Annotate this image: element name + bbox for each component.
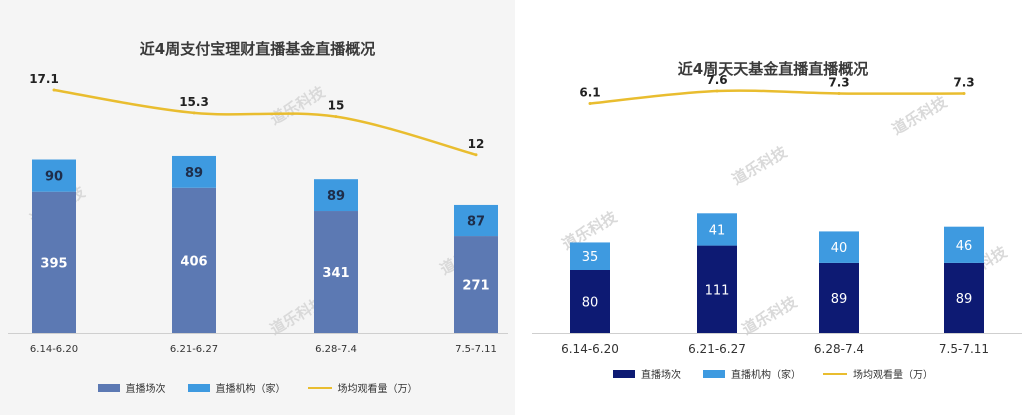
legend-swatch <box>307 386 332 389</box>
line-point-avg-views <box>715 89 719 93</box>
bar-sessions <box>172 187 216 333</box>
bar-sessions <box>944 262 984 333</box>
legend-label: 直播机构（家） <box>215 384 286 395</box>
x-tick-label: 6.14-6.20 <box>561 342 619 356</box>
line-point-avg-views <box>334 115 338 119</box>
chart-panel-tiantian: 近4周天天基金直播直播概况 道乐科技道乐科技道乐科技道乐科技道乐科技80356.… <box>522 0 1024 415</box>
data-label-institutions: 41 <box>709 223 726 238</box>
bar-institutions <box>697 213 737 246</box>
legend-swatch <box>613 369 635 378</box>
bar-institutions <box>314 179 358 212</box>
data-label-sessions: 406 <box>180 254 207 269</box>
watermark-text: 道乐科技 <box>739 292 801 338</box>
legend-item-institutions: 直播机构（家） <box>703 366 801 381</box>
bar-sessions <box>314 211 358 333</box>
chart-title: 近4周天天基金直播直播概况 <box>677 60 869 78</box>
bar-institutions <box>172 155 216 188</box>
legend-label: 直播场次 <box>641 370 681 381</box>
data-label-sessions: 89 <box>956 292 973 307</box>
legend-item-institutions: 直播机构（家） <box>187 380 286 395</box>
legend: 直播场次 直播机构（家） 场均观看量（万） <box>522 366 1024 381</box>
data-label-institutions: 89 <box>185 166 203 181</box>
chart-svg: 道乐科技道乐科技道乐科技道乐科技道乐科技80356.14-6.20111416.… <box>532 73 1022 356</box>
bar-institutions <box>32 159 76 192</box>
data-label-avg-views: 12 <box>468 137 485 151</box>
x-tick-label: 6.28-7.4 <box>814 342 864 356</box>
data-label-sessions: 271 <box>462 279 489 294</box>
bar-institutions <box>454 204 498 237</box>
legend-label: 场均观看量（万） <box>337 384 418 395</box>
data-label-avg-views: 17.1 <box>29 72 59 86</box>
line-point-avg-views <box>588 101 592 105</box>
data-label-sessions: 80 <box>582 296 599 311</box>
x-tick-label: 7.5-7.11 <box>939 342 989 356</box>
bar-sessions <box>570 270 610 333</box>
bar-sessions <box>697 245 737 333</box>
data-label-institutions: 46 <box>956 239 973 254</box>
bar-institutions <box>944 226 984 263</box>
line-avg-views <box>53 88 477 156</box>
data-label-avg-views: 15 <box>328 99 345 113</box>
legend-label: 直播机构（家） <box>731 370 801 381</box>
data-label-sessions: 341 <box>322 266 349 281</box>
legend-swatch <box>823 372 847 375</box>
data-label-institutions: 87 <box>467 215 485 230</box>
x-tick-label: 6.14-6.20 <box>30 344 78 355</box>
legend-item-avg-views: 场均观看量（万） <box>307 380 418 395</box>
legend-item-avg-views: 场均观看量（万） <box>823 366 933 381</box>
watermark-text: 道乐科技 <box>729 142 791 188</box>
line-point-avg-views <box>962 91 966 95</box>
legend-item-sessions: 直播场次 <box>613 366 681 381</box>
data-label-sessions: 111 <box>705 283 730 298</box>
chart-svg: 道乐科技道乐科技道乐科技道乐科技395906.14-6.20406896.21-… <box>8 72 508 355</box>
legend-label: 直播场次 <box>125 384 166 395</box>
data-label-avg-views: 7.3 <box>828 75 849 89</box>
legend-swatch <box>97 383 120 392</box>
legend: 直播场次 直播机构（家） 场均观看量（万） <box>0 380 515 395</box>
legend-swatch <box>703 369 725 378</box>
data-label-sessions: 395 <box>40 256 67 271</box>
data-label-avg-views: 7.3 <box>953 75 974 89</box>
line-point-avg-views <box>52 88 56 92</box>
data-label-institutions: 90 <box>45 170 63 185</box>
bar-sessions <box>32 191 76 333</box>
bar-institutions <box>819 231 859 263</box>
data-label-avg-views: 7.6 <box>706 73 727 87</box>
line-point-avg-views <box>837 91 841 95</box>
x-tick-label: 7.5-7.11 <box>455 344 497 355</box>
data-label-institutions: 40 <box>831 241 848 256</box>
line-point-avg-views <box>192 111 196 115</box>
line-avg-views <box>589 89 965 105</box>
chart-panel-alipay: 近4周支付宝理财直播基金直播概况 道乐科技道乐科技道乐科技道乐科技395906.… <box>0 40 515 395</box>
bar-sessions <box>454 236 498 333</box>
x-tick-label: 6.28-7.4 <box>315 344 357 355</box>
bar-sessions <box>819 262 859 333</box>
data-label-institutions: 89 <box>327 189 345 204</box>
data-label-sessions: 89 <box>831 292 848 307</box>
watermark-text: 道乐科技 <box>889 92 951 138</box>
line-point-avg-views <box>474 153 478 157</box>
watermark-text: 道乐科技 <box>267 82 329 128</box>
data-label-avg-views: 6.1 <box>579 85 600 99</box>
legend-item-sessions: 直播场次 <box>97 380 166 395</box>
x-tick-label: 6.21-6.27 <box>688 342 746 356</box>
chart-title: 近4周支付宝理财直播基金直播概况 <box>139 40 376 58</box>
legend-label: 场均观看量（万） <box>853 370 933 381</box>
data-label-institutions: 35 <box>582 250 599 265</box>
bar-institutions <box>570 242 610 270</box>
legend-swatch <box>187 383 210 392</box>
x-tick-label: 6.21-6.27 <box>170 344 218 355</box>
data-label-avg-views: 15.3 <box>179 95 209 109</box>
